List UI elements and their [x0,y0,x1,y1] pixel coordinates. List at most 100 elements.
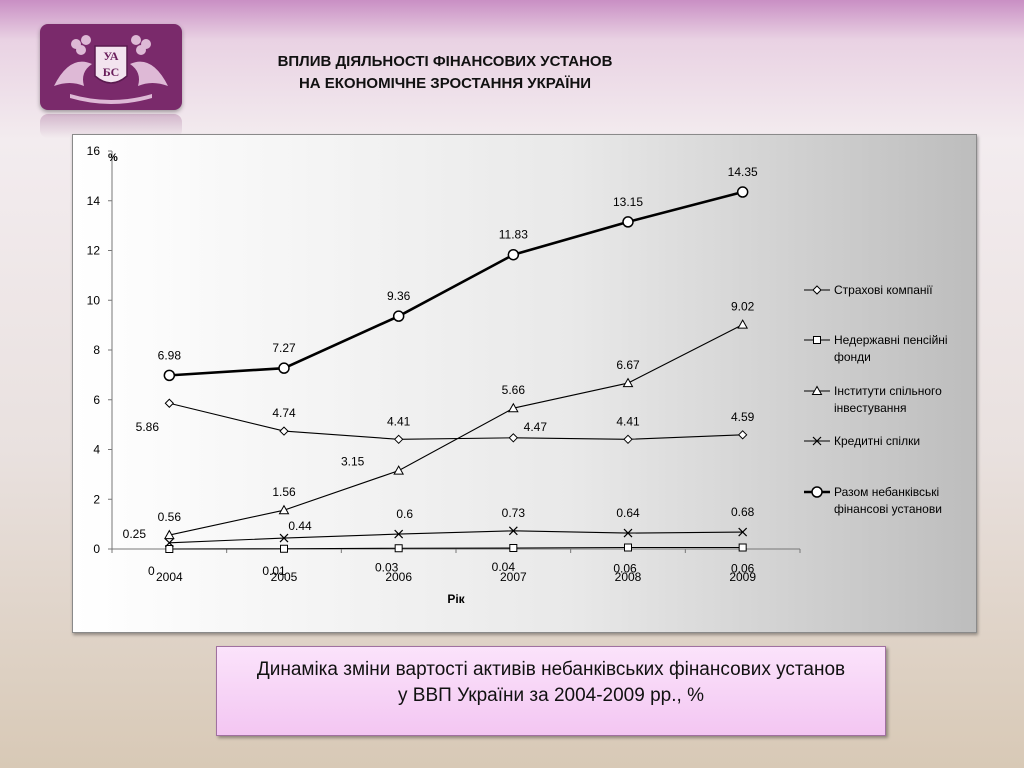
series-1-point [508,433,519,443]
y-tick-label: 6 [93,393,100,407]
series-1-point [623,434,633,445]
data-label: 5.86 [136,420,160,434]
page-title: ВПЛИВ ДІЯЛЬНОСТІ ФІНАНСОВИХ УСТАНОВ НА Е… [215,51,675,95]
series-4-point [164,538,174,548]
legend-entry-line: Страхові компанії [834,283,933,297]
x-axis-title: Рік [447,592,465,606]
series-2-line [169,546,743,550]
series-4-point [394,529,404,539]
series-3-point [278,504,290,515]
series-1-point [393,434,404,445]
data-label: 0.03 [375,560,399,574]
y-tick-label: 8 [93,343,100,357]
series-4-point [738,527,748,537]
legend-entry-line: Недержавні пенсійні [834,333,948,347]
data-label: 4.41 [387,414,411,428]
legend-entry: Кредитні спілки [834,434,920,448]
series-4-point [508,526,518,536]
series-4-point [279,533,289,543]
y-tick-label: 14 [87,194,101,208]
data-label: 9.36 [387,289,411,303]
y-tick-label: 4 [93,443,100,457]
chart-caption: Динаміка зміни вартості активів небанків… [216,646,886,736]
y-tick-label: 10 [87,293,101,307]
logo: УА БС [40,24,182,110]
series-5-point [622,216,634,228]
data-label: 0.44 [288,519,312,533]
x-tick-label: 2009 [729,570,756,584]
series-5-point [736,186,749,198]
legend-entry-line: фінансові установи [834,502,942,516]
legend-entry-line: Кредитні спілки [834,434,920,448]
line-chart: 0 2 4 6 8 10 12 14 16 2004 2005 2006 2007 2008 2009% Рі… [87,144,948,606]
series-5-point [278,362,290,374]
data-label: 1.56 [272,485,296,499]
series-4-line [169,530,743,544]
x-tick-label: 2006 [385,570,412,584]
series-1-point [279,426,289,436]
y-tick-label: 16 [87,144,101,158]
series-5-point [507,248,520,261]
series-1-line [169,402,743,440]
y-tick-label: 2 [93,492,100,506]
series-3-point [393,465,405,475]
series-2-point [624,543,632,552]
data-label: 0 [148,564,155,578]
data-label: 0.06 [731,562,755,576]
legend-entry: Разом небанківські фінансові установи [834,485,942,516]
data-label: 7.27 [272,341,296,355]
data-label: 0.73 [502,506,526,520]
series-3-line [169,324,743,536]
series-2-point [738,543,747,552]
title-line-2: НА ЕКОНОМІЧНЕ ЗРОСТАННЯ УКРАЇНИ [298,75,592,92]
chart-panel [72,134,977,633]
legend-entry: Недержавні пенсійні фонди [834,333,948,364]
series-5-point [163,369,176,382]
data-label: 3.15 [341,455,365,469]
series-5-point [392,310,405,322]
data-label: 6.98 [158,348,182,362]
data-label: 9.02 [731,300,755,314]
data-label: 4.47 [524,420,548,434]
series-1-point [812,285,822,295]
data-label: 0.25 [123,527,147,541]
series-5-line [169,190,743,377]
data-label: 14.35 [728,165,758,179]
series-2-point [813,336,821,344]
series-3-point [622,377,634,388]
svg-text:БС: БС [103,65,120,79]
series-2-point [165,545,174,553]
series-1-point [164,398,175,408]
svg-text:УА: УА [103,49,119,63]
data-label: 0.01 [262,564,286,578]
series-4-point [623,528,633,538]
series-3-point [737,319,749,329]
legend-entry-line: інвестування [834,401,907,415]
x-tick-label: 2004 [156,570,183,584]
series-4-point [812,436,822,446]
data-label: 13.15 [613,195,643,209]
data-label: 4.41 [616,414,640,428]
legend-entry-line: Інститути спільного [834,384,942,398]
series-5-point [811,486,823,498]
series-1-point [737,430,748,440]
data-label: 11.83 [499,228,528,242]
series-2-point [280,544,288,553]
title-line-1: ВПЛИВ ДІЯЛЬНОСТІ ФІНАНСОВИХ УСТАНОВ [277,53,613,70]
data-label: 4.59 [731,410,755,424]
caption-line-2: у ВВП України за 2004-2009 рр., % [398,685,704,706]
legend-entry-line: Разом небанківські [834,485,939,499]
data-label: 4.74 [272,406,296,420]
data-label: 6.67 [616,358,640,372]
data-label: 0.64 [616,506,640,520]
series-2-point [394,544,403,553]
data-label: 0.56 [158,510,182,524]
logo-emblem-icon: УА БС [54,35,168,104]
data-label: 0.6 [396,507,413,521]
series-3-point [811,385,823,395]
y-tick-label: 12 [87,244,101,258]
legend-entry: Інститути спільного інвестування [834,384,942,415]
data-label: 0.04 [492,560,516,574]
legend-entry-line: фонди [834,350,871,364]
x-tick-label: 2005 [271,570,298,584]
